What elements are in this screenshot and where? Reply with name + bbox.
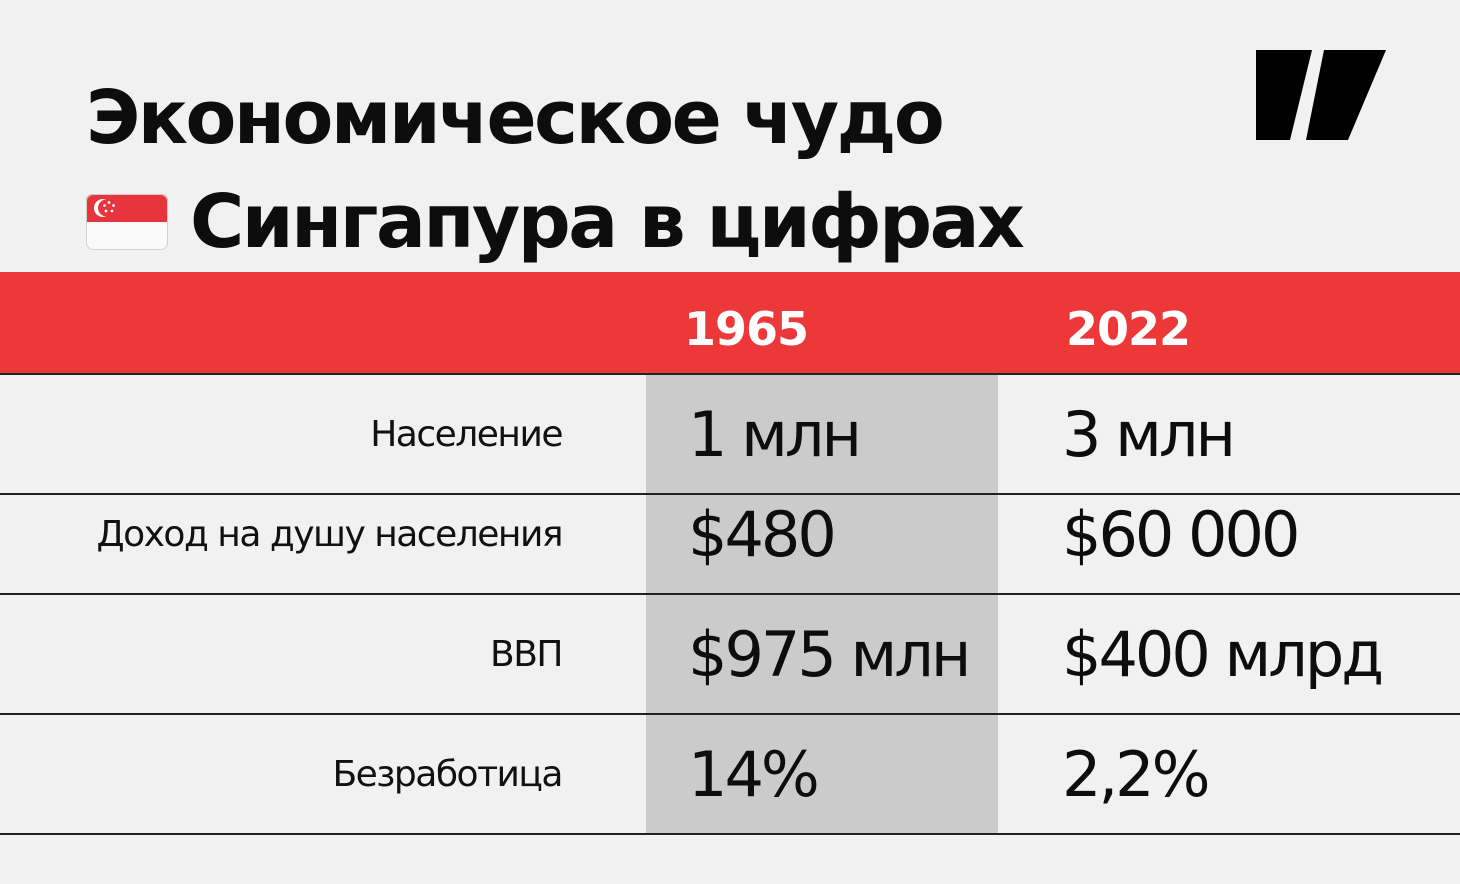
singapore-flag-icon [86, 194, 168, 250]
title-line-1: Экономическое чудо [86, 66, 1022, 170]
row-label: Население [370, 413, 563, 455]
cell-value-2022: 3 млн [1062, 397, 1236, 471]
title-line1-text: Экономическое чудо [86, 75, 945, 161]
row-label: Безработица [332, 753, 563, 795]
column-header-2022: 2022 [1066, 302, 1191, 356]
cell-value-1965: $480 [688, 497, 837, 571]
page-title: Экономическое чудо Сингапура в цифрах [86, 66, 1025, 274]
table-row-income-per-capita: Доход на душу населения $480 $60 000 [0, 475, 1460, 595]
title-line2-text: Сингапура в цифрах [190, 179, 1025, 265]
table-header: 1965 2022 [0, 272, 1460, 375]
column-header-1965: 1965 [684, 302, 809, 356]
cell-value-1965: 14% [688, 737, 820, 811]
column-1965-shading [646, 375, 998, 835]
cell-value-2022: 2,2% [1062, 737, 1211, 811]
publisher-logo-icon [1256, 50, 1386, 140]
cell-value-1965: $975 млн [688, 617, 971, 691]
table-row-population: Население 1 млн 3 млн [0, 375, 1460, 495]
cell-value-1965: 1 млн [688, 397, 862, 471]
cell-value-2022: $60 000 [1062, 497, 1300, 571]
row-label: Доход на душу населения [96, 513, 563, 555]
table-row-gdp: ВВП $975 млн $400 млрд [0, 595, 1460, 715]
table-row-unemployment: Безработица 14% 2,2% [0, 715, 1460, 835]
cell-value-2022: $400 млрд [1062, 617, 1384, 691]
title-line-2: Сингапура в цифрах [86, 170, 1025, 274]
row-label: ВВП [490, 633, 563, 675]
